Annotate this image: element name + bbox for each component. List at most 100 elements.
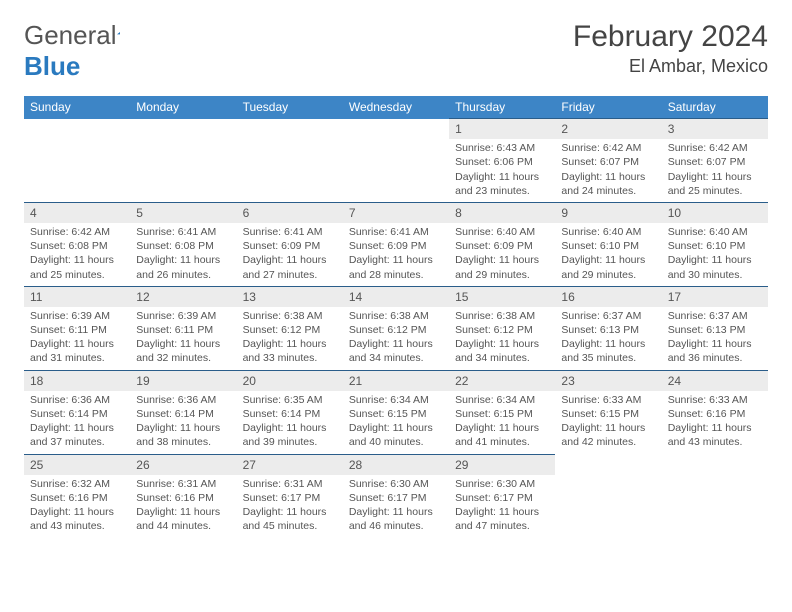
- sunset-text: Sunset: 6:09 PM: [349, 239, 443, 253]
- daylight-text: Daylight: 11 hours and 38 minutes.: [136, 421, 230, 449]
- day-number: 4: [24, 203, 130, 223]
- daylight-text: Daylight: 11 hours and 28 minutes.: [349, 253, 443, 281]
- day-number: 17: [662, 287, 768, 307]
- daylight-text: Daylight: 11 hours and 47 minutes.: [455, 505, 549, 533]
- day-number: 27: [237, 455, 343, 475]
- sunset-text: Sunset: 6:16 PM: [136, 491, 230, 505]
- sunset-text: Sunset: 6:17 PM: [349, 491, 443, 505]
- sunset-text: Sunset: 6:06 PM: [455, 155, 549, 169]
- sunrise-text: Sunrise: 6:33 AM: [561, 393, 655, 407]
- sunrise-text: Sunrise: 6:41 AM: [349, 225, 443, 239]
- sunrise-text: Sunrise: 6:41 AM: [136, 225, 230, 239]
- calendar-day-cell: 25Sunrise: 6:32 AMSunset: 6:16 PMDayligh…: [24, 454, 130, 537]
- calendar-day-cell: 23Sunrise: 6:33 AMSunset: 6:15 PMDayligh…: [555, 370, 661, 454]
- calendar-week-row: 18Sunrise: 6:36 AMSunset: 6:14 PMDayligh…: [24, 370, 768, 454]
- sunset-text: Sunset: 6:08 PM: [136, 239, 230, 253]
- daylight-text: Daylight: 11 hours and 41 minutes.: [455, 421, 549, 449]
- day-number: 2: [555, 119, 661, 139]
- weekday-header: Sunday: [24, 96, 130, 119]
- day-number: 1: [449, 119, 555, 139]
- day-details: Sunrise: 6:39 AMSunset: 6:11 PMDaylight:…: [24, 307, 130, 370]
- sunrise-text: Sunrise: 6:42 AM: [30, 225, 124, 239]
- sunset-text: Sunset: 6:17 PM: [243, 491, 337, 505]
- day-details: Sunrise: 6:34 AMSunset: 6:15 PMDaylight:…: [449, 391, 555, 454]
- day-number: 8: [449, 203, 555, 223]
- weekday-header: Monday: [130, 96, 236, 119]
- calendar-week-row: 11Sunrise: 6:39 AMSunset: 6:11 PMDayligh…: [24, 286, 768, 370]
- daylight-text: Daylight: 11 hours and 25 minutes.: [30, 253, 124, 281]
- day-number: 6: [237, 203, 343, 223]
- sunrise-text: Sunrise: 6:38 AM: [349, 309, 443, 323]
- day-details: Sunrise: 6:40 AMSunset: 6:10 PMDaylight:…: [662, 223, 768, 286]
- daylight-text: Daylight: 11 hours and 27 minutes.: [243, 253, 337, 281]
- daylight-text: Daylight: 11 hours and 44 minutes.: [136, 505, 230, 533]
- calendar-day-cell: 28Sunrise: 6:30 AMSunset: 6:17 PMDayligh…: [343, 454, 449, 537]
- sunset-text: Sunset: 6:12 PM: [349, 323, 443, 337]
- day-details: Sunrise: 6:31 AMSunset: 6:17 PMDaylight:…: [237, 475, 343, 538]
- location: El Ambar, Mexico: [573, 56, 768, 77]
- daylight-text: Daylight: 11 hours and 37 minutes.: [30, 421, 124, 449]
- month-title: February 2024: [573, 20, 768, 54]
- sunset-text: Sunset: 6:17 PM: [455, 491, 549, 505]
- daylight-text: Daylight: 11 hours and 39 minutes.: [243, 421, 337, 449]
- daylight-text: Daylight: 11 hours and 31 minutes.: [30, 337, 124, 365]
- sunrise-text: Sunrise: 6:36 AM: [136, 393, 230, 407]
- sunrise-text: Sunrise: 6:40 AM: [561, 225, 655, 239]
- sunrise-text: Sunrise: 6:31 AM: [243, 477, 337, 491]
- logo-text-2: Blue: [24, 51, 80, 82]
- day-details: Sunrise: 6:41 AMSunset: 6:09 PMDaylight:…: [237, 223, 343, 286]
- day-number: 14: [343, 287, 449, 307]
- day-number: 23: [555, 371, 661, 391]
- sunrise-text: Sunrise: 6:30 AM: [455, 477, 549, 491]
- day-number: 10: [662, 203, 768, 223]
- day-details: Sunrise: 6:33 AMSunset: 6:16 PMDaylight:…: [662, 391, 768, 454]
- day-details: Sunrise: 6:38 AMSunset: 6:12 PMDaylight:…: [343, 307, 449, 370]
- daylight-text: Daylight: 11 hours and 45 minutes.: [243, 505, 337, 533]
- sunrise-text: Sunrise: 6:42 AM: [668, 141, 762, 155]
- sunset-text: Sunset: 6:10 PM: [668, 239, 762, 253]
- calendar-day-cell: 10Sunrise: 6:40 AMSunset: 6:10 PMDayligh…: [662, 202, 768, 286]
- sunset-text: Sunset: 6:07 PM: [561, 155, 655, 169]
- daylight-text: Daylight: 11 hours and 30 minutes.: [668, 253, 762, 281]
- sunrise-text: Sunrise: 6:30 AM: [349, 477, 443, 491]
- calendar-day-cell: 26Sunrise: 6:31 AMSunset: 6:16 PMDayligh…: [130, 454, 236, 537]
- day-number: 24: [662, 371, 768, 391]
- daylight-text: Daylight: 11 hours and 25 minutes.: [668, 170, 762, 198]
- sunrise-text: Sunrise: 6:33 AM: [668, 393, 762, 407]
- day-number: 25: [24, 455, 130, 475]
- daylight-text: Daylight: 11 hours and 29 minutes.: [455, 253, 549, 281]
- daylight-text: Daylight: 11 hours and 24 minutes.: [561, 170, 655, 198]
- day-number: 15: [449, 287, 555, 307]
- sunrise-text: Sunrise: 6:34 AM: [349, 393, 443, 407]
- day-details: Sunrise: 6:39 AMSunset: 6:11 PMDaylight:…: [130, 307, 236, 370]
- daylight-text: Daylight: 11 hours and 23 minutes.: [455, 170, 549, 198]
- day-details: Sunrise: 6:30 AMSunset: 6:17 PMDaylight:…: [343, 475, 449, 538]
- sunrise-text: Sunrise: 6:42 AM: [561, 141, 655, 155]
- sunset-text: Sunset: 6:15 PM: [455, 407, 549, 421]
- day-details: Sunrise: 6:42 AMSunset: 6:07 PMDaylight:…: [662, 139, 768, 202]
- day-number: 7: [343, 203, 449, 223]
- daylight-text: Daylight: 11 hours and 36 minutes.: [668, 337, 762, 365]
- day-details: Sunrise: 6:38 AMSunset: 6:12 PMDaylight:…: [237, 307, 343, 370]
- daylight-text: Daylight: 11 hours and 29 minutes.: [561, 253, 655, 281]
- calendar-day-cell: 8Sunrise: 6:40 AMSunset: 6:09 PMDaylight…: [449, 202, 555, 286]
- day-details: Sunrise: 6:41 AMSunset: 6:09 PMDaylight:…: [343, 223, 449, 286]
- calendar-day-cell: 24Sunrise: 6:33 AMSunset: 6:16 PMDayligh…: [662, 370, 768, 454]
- day-details: Sunrise: 6:36 AMSunset: 6:14 PMDaylight:…: [130, 391, 236, 454]
- daylight-text: Daylight: 11 hours and 42 minutes.: [561, 421, 655, 449]
- sunset-text: Sunset: 6:11 PM: [30, 323, 124, 337]
- calendar-day-cell: [662, 454, 768, 537]
- sunset-text: Sunset: 6:16 PM: [30, 491, 124, 505]
- sunset-text: Sunset: 6:12 PM: [455, 323, 549, 337]
- sunset-text: Sunset: 6:13 PM: [561, 323, 655, 337]
- sunrise-text: Sunrise: 6:31 AM: [136, 477, 230, 491]
- sunset-text: Sunset: 6:13 PM: [668, 323, 762, 337]
- calendar-day-cell: [130, 119, 236, 203]
- day-number: 3: [662, 119, 768, 139]
- sunrise-text: Sunrise: 6:43 AM: [455, 141, 549, 155]
- weekday-header: Thursday: [449, 96, 555, 119]
- logo: General: [24, 20, 141, 51]
- calendar-day-cell: 16Sunrise: 6:37 AMSunset: 6:13 PMDayligh…: [555, 286, 661, 370]
- weekday-header: Tuesday: [237, 96, 343, 119]
- day-details: Sunrise: 6:34 AMSunset: 6:15 PMDaylight:…: [343, 391, 449, 454]
